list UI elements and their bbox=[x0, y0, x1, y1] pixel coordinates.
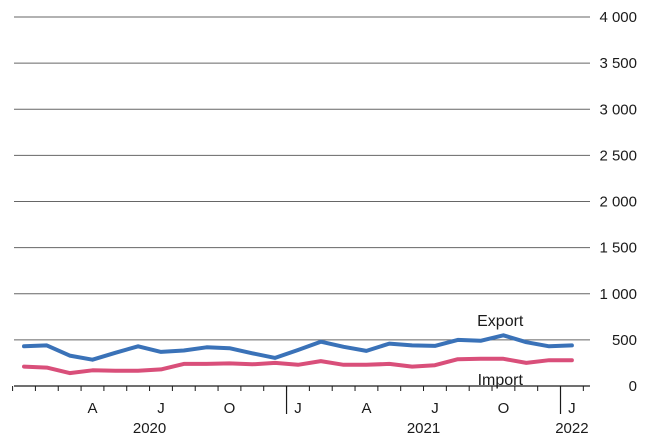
series-label-export: Export bbox=[477, 313, 524, 330]
y-tick-label: 1 500 bbox=[599, 240, 637, 257]
year-label: 2020 bbox=[133, 420, 166, 437]
series-layer bbox=[22, 333, 574, 376]
x-tick-label: A bbox=[361, 400, 371, 417]
gridlines bbox=[14, 16, 590, 341]
labels: 0 500 1 000 1 500 2 000 2 500 3 000 3 500 4 000 A… bbox=[87, 9, 637, 437]
x-axis bbox=[12, 385, 590, 414]
x-tick-label: J bbox=[568, 400, 576, 417]
x-tick-label: O bbox=[224, 400, 236, 417]
series-line-import bbox=[22, 356, 574, 376]
x-tick-label: A bbox=[87, 400, 97, 417]
y-tick-label: 0 bbox=[629, 378, 637, 395]
x-tick-label: J bbox=[431, 400, 439, 417]
series-line-export bbox=[22, 333, 574, 362]
series-label-import: Import bbox=[478, 372, 524, 389]
year-label: 2021 bbox=[407, 420, 440, 437]
year-label: 2022 bbox=[555, 420, 588, 437]
x-tick-label: J bbox=[294, 400, 302, 417]
y-tick-label: 2 500 bbox=[599, 147, 637, 164]
x-tick-label: J bbox=[157, 400, 165, 417]
y-tick-label: 2 000 bbox=[599, 194, 637, 211]
y-tick-label: 3 500 bbox=[599, 55, 637, 72]
y-tick-label: 1 000 bbox=[599, 286, 637, 303]
y-tick-label: 3 000 bbox=[599, 101, 637, 118]
y-tick-label: 4 000 bbox=[599, 9, 637, 26]
y-tick-label: 500 bbox=[612, 332, 637, 349]
x-tick-label: O bbox=[498, 400, 510, 417]
